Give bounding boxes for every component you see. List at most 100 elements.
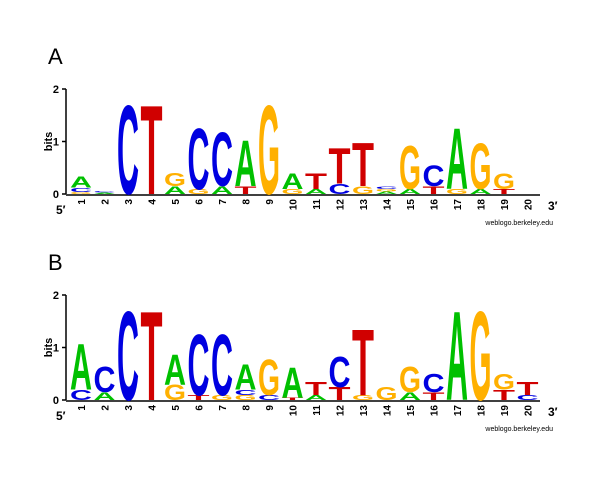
logo-letter: A bbox=[282, 359, 304, 407]
logo-letter: T bbox=[141, 285, 163, 428]
x-tick-label: 6 bbox=[195, 405, 206, 411]
logo-letter: A bbox=[211, 184, 233, 196]
logo-letter: A bbox=[399, 187, 421, 195]
logo-letter: A bbox=[94, 390, 116, 402]
logo-letter: G bbox=[376, 188, 398, 192]
x-tick-label: 9 bbox=[265, 405, 276, 411]
logo-letter: A bbox=[164, 184, 186, 196]
end-label: 3′ bbox=[548, 199, 558, 213]
x-tick-label: 12 bbox=[336, 405, 347, 417]
logo-letter: T bbox=[329, 384, 351, 404]
x-tick-label: 3 bbox=[124, 199, 135, 205]
x-tick-label: 6 bbox=[195, 199, 206, 205]
logo-letter: G bbox=[399, 360, 421, 401]
x-tick-label: 13 bbox=[359, 405, 370, 417]
logo-letter: C bbox=[376, 185, 398, 189]
logo-letter: G bbox=[164, 380, 186, 405]
logo-letter: A bbox=[282, 169, 304, 194]
logo-letter: T bbox=[352, 132, 374, 200]
logo-letter: C bbox=[117, 285, 139, 428]
x-tick-label: 15 bbox=[406, 199, 417, 211]
logo-letter: T bbox=[141, 79, 163, 222]
logo-letter: A bbox=[94, 192, 116, 194]
panel-label: B bbox=[48, 250, 63, 275]
x-tick-label: 4 bbox=[148, 199, 159, 205]
logo-letter: C bbox=[235, 388, 257, 396]
logo-letter: G bbox=[235, 393, 257, 401]
y-tick-label: 1 bbox=[53, 343, 59, 355]
logo-letter: A bbox=[376, 191, 398, 195]
start-label: 5′ bbox=[56, 409, 66, 423]
y-axis-label: bits bbox=[43, 338, 55, 358]
logo-letter: T bbox=[305, 169, 328, 194]
logo-letter: T bbox=[493, 387, 515, 403]
logo-letter: G bbox=[188, 187, 210, 195]
logo-letter: G bbox=[470, 129, 492, 203]
x-tick-label: 20 bbox=[524, 405, 535, 417]
logo-letter: C bbox=[70, 387, 92, 403]
logo-letter: C bbox=[258, 393, 280, 401]
logo-letter: G bbox=[282, 187, 304, 195]
logo-letter: T bbox=[493, 187, 515, 195]
x-tick-label: 13 bbox=[359, 199, 370, 211]
y-tick-label: 2 bbox=[53, 290, 59, 302]
credit: weblogo.berkeley.edu bbox=[484, 220, 553, 227]
x-tick-label: 7 bbox=[218, 199, 229, 205]
logo-letter: A bbox=[235, 357, 257, 398]
logo-letter: A bbox=[70, 330, 92, 404]
x-tick-label: 5 bbox=[171, 199, 182, 205]
logo-letter: A bbox=[70, 174, 92, 192]
logo-letter: C bbox=[423, 370, 445, 399]
x-tick-label: 10 bbox=[289, 405, 300, 417]
logo-letter: C bbox=[329, 181, 351, 197]
x-tick-label: 19 bbox=[500, 405, 511, 417]
logo-letter: T bbox=[423, 184, 446, 196]
logo-letter: T bbox=[235, 184, 258, 196]
logo-letter: C bbox=[517, 393, 539, 401]
logo-letter: G bbox=[258, 349, 280, 406]
logo-letter: T bbox=[352, 309, 374, 415]
x-tick-label: 15 bbox=[406, 405, 417, 417]
x-tick-label: 11 bbox=[312, 199, 323, 210]
logo-letter: T bbox=[282, 397, 305, 401]
x-tick-label: 18 bbox=[477, 405, 488, 417]
x-tick-label: 14 bbox=[383, 405, 394, 417]
y-axis-label: bits bbox=[43, 132, 55, 152]
logo-letter: T bbox=[329, 138, 351, 195]
x-tick-label: 12 bbox=[336, 199, 347, 211]
x-tick-label: 7 bbox=[218, 405, 229, 411]
x-tick-label: 16 bbox=[430, 199, 441, 211]
logo-letter: C bbox=[94, 360, 116, 401]
y-tick-label: 0 bbox=[53, 189, 59, 201]
logo-letter: A bbox=[446, 109, 468, 207]
logo-letter: G bbox=[70, 191, 92, 194]
logo-letter: C bbox=[423, 161, 445, 193]
x-tick-label: 11 bbox=[312, 405, 323, 416]
logo-letter: T bbox=[423, 390, 446, 402]
logo-letter: G bbox=[470, 285, 492, 428]
logo-letter: A bbox=[399, 390, 421, 402]
x-tick-label: 3 bbox=[124, 405, 135, 411]
x-tick-label: 4 bbox=[148, 405, 159, 411]
logo-letter: G bbox=[376, 384, 398, 404]
x-tick-label: 9 bbox=[265, 199, 276, 205]
x-tick-label: 17 bbox=[453, 199, 464, 211]
logo-letter: C bbox=[211, 315, 233, 413]
x-tick-label: 20 bbox=[524, 199, 535, 211]
logo-letter: G bbox=[446, 187, 468, 195]
logo-letter: T bbox=[517, 379, 539, 399]
x-tick-label: 5 bbox=[171, 405, 182, 411]
logo-letter: C bbox=[188, 109, 210, 207]
x-tick-label: 19 bbox=[500, 199, 511, 211]
panel-label: A bbox=[48, 44, 63, 69]
x-tick-label: 18 bbox=[477, 199, 488, 211]
logo-letter: G bbox=[399, 135, 421, 203]
x-tick-label: 8 bbox=[242, 405, 253, 411]
logo-letter: T bbox=[305, 379, 327, 399]
logo-letter: C bbox=[117, 79, 139, 222]
y-tick-label: 2 bbox=[53, 84, 59, 96]
logo-letter: G bbox=[211, 393, 233, 401]
logo-letter: A bbox=[305, 393, 327, 401]
x-tick-label: 16 bbox=[430, 405, 441, 417]
